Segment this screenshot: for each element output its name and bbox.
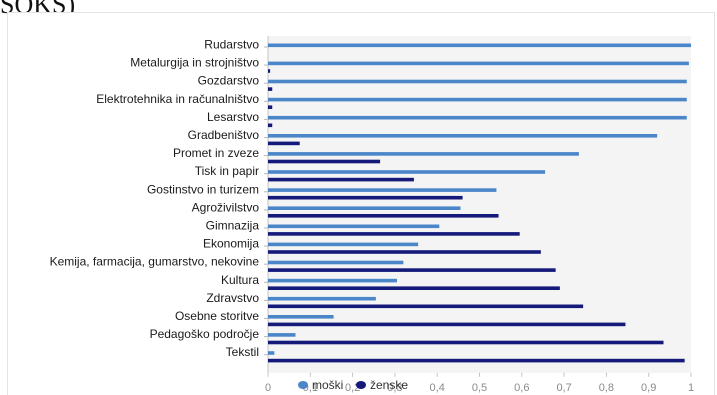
x-tick-label: 0 xyxy=(265,382,271,394)
bar-moski xyxy=(268,188,497,192)
legend-marker xyxy=(298,381,308,389)
bar-zenske xyxy=(268,141,300,146)
bar-moski xyxy=(268,170,546,174)
bar-zenske xyxy=(268,250,541,254)
category-label: Gimnazija xyxy=(206,219,260,233)
category-label: Rudarstvo xyxy=(204,38,259,52)
bar-zenske xyxy=(268,358,685,363)
bar-zenske xyxy=(268,304,584,309)
category-label: Tisk in papir xyxy=(195,164,259,178)
bar-moski xyxy=(268,61,689,66)
bar-zenske xyxy=(268,268,556,272)
category-label: Gostinstvo in turizem xyxy=(147,182,259,196)
category-label: Tekstil xyxy=(226,345,259,359)
legend-label: ženske xyxy=(370,378,408,392)
x-tick-label: 0,9 xyxy=(641,382,656,394)
bar-zenske xyxy=(268,69,271,73)
bar-zenske xyxy=(268,159,381,164)
bar-zenske xyxy=(268,340,664,345)
bar-moski xyxy=(268,315,334,319)
bar-moski xyxy=(268,278,398,283)
bar-moski xyxy=(268,224,440,229)
plot-area xyxy=(268,36,691,373)
bar-moski xyxy=(268,79,687,84)
bar-moski xyxy=(268,152,579,156)
bar-moski xyxy=(268,134,658,138)
category-label: Kemija, farmacija, gumarstvo, nekovine xyxy=(50,255,260,269)
x-tick-label: 0,4 xyxy=(430,382,445,394)
bar-zenske xyxy=(268,123,273,128)
bar-moski xyxy=(268,206,461,210)
legend-marker xyxy=(356,381,366,389)
bar-moski xyxy=(268,351,275,355)
category-label: Promet in zveze xyxy=(173,146,259,160)
x-tick-label: 0,7 xyxy=(556,382,571,394)
x-tick-label: 1 xyxy=(688,382,694,394)
bar-zenske xyxy=(268,232,520,236)
bar-moski xyxy=(268,43,691,48)
x-tick-label: 0,3 xyxy=(387,382,402,394)
bar-zenske xyxy=(268,214,499,218)
category-label: Pedagoško področje xyxy=(150,327,260,341)
bar-moski xyxy=(268,333,296,337)
bar-moski xyxy=(268,296,376,301)
legend-label: moški xyxy=(312,378,343,392)
bar-zenske xyxy=(268,195,463,200)
bar-zenske xyxy=(268,105,273,109)
category-label: Gradbeništvo xyxy=(188,128,260,142)
bar-zenske xyxy=(268,322,626,327)
bar-moski xyxy=(268,260,404,265)
x-tick-label: 0,6 xyxy=(514,382,529,394)
bar-moski xyxy=(268,97,687,102)
x-tick-label: 0,5 xyxy=(472,382,487,394)
category-label: Agroživilstvo xyxy=(192,200,260,214)
bar-zenske xyxy=(268,87,273,91)
category-label: Zdravstvo xyxy=(206,291,259,305)
x-tick-label: 0,8 xyxy=(599,382,614,394)
category-label: Kultura xyxy=(221,273,259,287)
bar-zenske xyxy=(268,286,560,290)
category-label: Gozdarstvo xyxy=(198,74,260,88)
category-label: Osebne storitve xyxy=(175,309,259,323)
bar-zenske xyxy=(268,177,414,182)
bar-moski xyxy=(268,115,687,120)
category-label: Metalurgija in strojništvo xyxy=(130,56,259,70)
bar-moski xyxy=(268,242,419,247)
category-label: Ekonomija xyxy=(203,237,259,251)
category-label: Elektrotehnika in računalništvo xyxy=(96,92,259,106)
category-label: Lesarstvo xyxy=(207,110,259,124)
